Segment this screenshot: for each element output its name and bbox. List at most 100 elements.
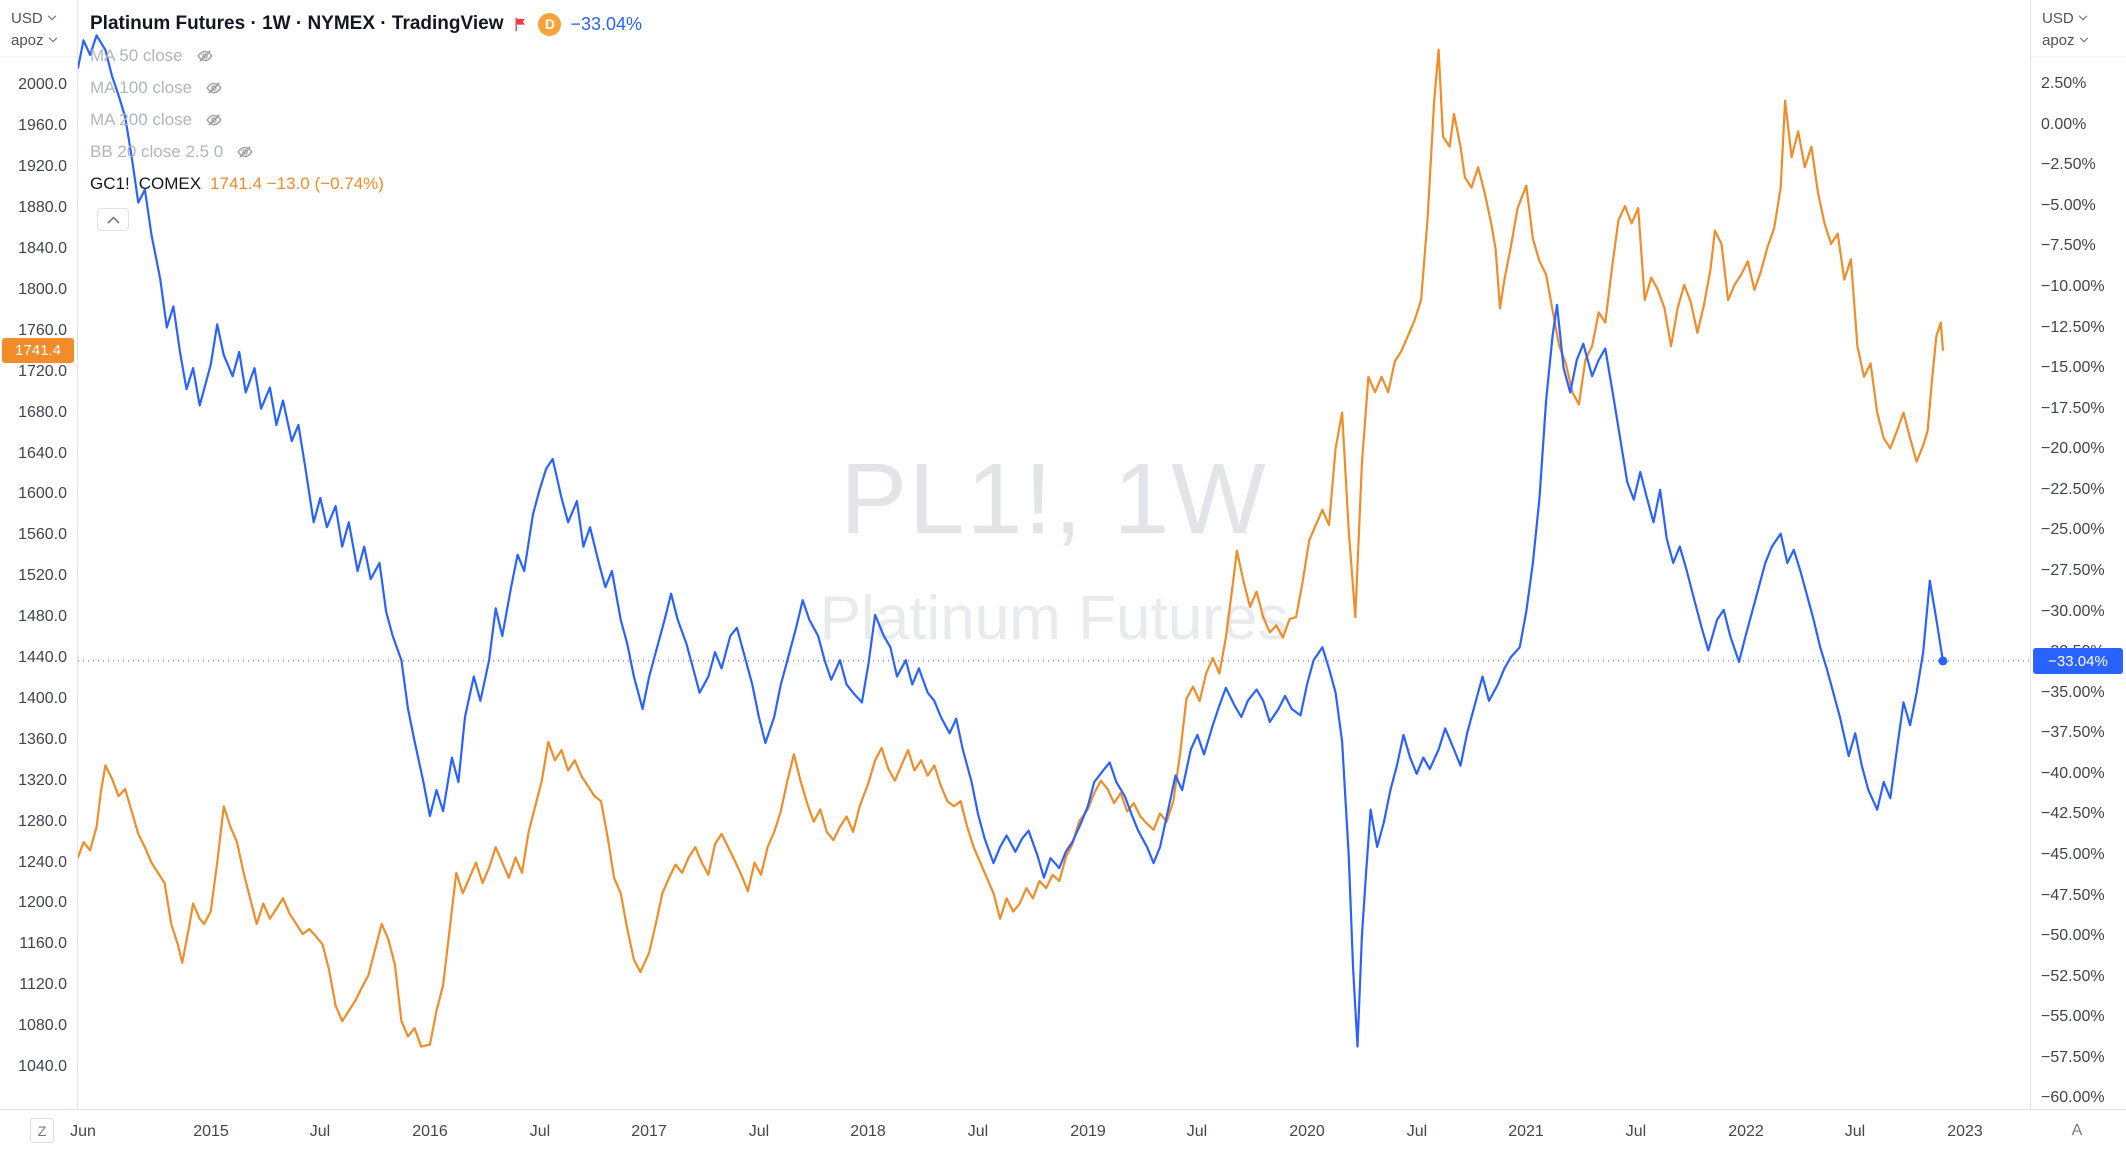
left-axis-currency-dropdown[interactable]: USD [11,7,77,29]
price-axis-tick: 1720.0 [18,363,67,380]
price-axis-tick: 1840.0 [18,240,67,257]
percent-axis-tick: −35.00% [2041,684,2105,701]
indicator-legend-row-ma200[interactable]: MA 200 close [90,104,642,136]
pane-legend: Platinum Futures · 1W · NYMEX · TradingV… [90,8,642,231]
percent-axis-tick: −5.00% [2041,197,2096,214]
time-axis-tick: 2015 [193,1123,229,1140]
price-axis-tick: 1560.0 [18,526,67,543]
time-axis-tick: 2023 [1947,1123,1983,1140]
eye-off-icon[interactable] [196,47,214,65]
indicator-legend-row-ma50[interactable]: MA 50 close [90,40,642,72]
price-axis-tick: 1880.0 [18,199,67,216]
main-series-legend-row[interactable]: Platinum Futures · 1W · NYMEX · TradingV… [90,8,642,40]
time-axis-tick: 2022 [1728,1123,1764,1140]
price-axis-tick: 1320.0 [18,772,67,789]
percent-axis-tick: −12.50% [2041,319,2105,336]
percent-axis-tick: −10.00% [2041,278,2105,295]
collapse-legend-button[interactable] [97,208,129,231]
price-axis-tick: 1240.0 [18,854,67,871]
gold-series-line[interactable] [78,48,1945,1048]
right-axis-unit-label: apoz [2042,31,2075,49]
right-axis-currency-dropdown[interactable]: USD [2042,7,2126,29]
time-axis-tick: Jul [967,1123,989,1140]
percent-axis-tick: −50.00% [2041,927,2105,944]
flag-icon[interactable] [512,16,529,33]
percent-axis-tick: −30.00% [2041,603,2105,620]
time-axis-tick: Jul [529,1123,551,1140]
time-axis-tick: Jul [1844,1123,1866,1140]
percent-axis-tick: −7.50% [2041,237,2096,254]
right-axis-unit-selector[interactable]: USD apoz [2031,0,2126,57]
time-axis-tick: 2021 [1508,1123,1544,1140]
price-axis-tick: 1200.0 [18,894,67,911]
compare-exchange: COMEX [138,174,202,193]
indicator-label: MA 50 close [90,46,183,65]
left-axis-unit-label: apoz [11,31,44,49]
percent-axis-tick: −22.50% [2041,481,2105,498]
chart-canvas[interactable] [78,0,2030,1109]
chevron-down-icon [2078,15,2087,21]
compare-symbol: GC1! [90,174,130,193]
percent-axis-tick: −57.50% [2041,1049,2105,1066]
percent-axis-tick: −42.50% [2041,805,2105,822]
eye-off-icon[interactable] [205,111,223,129]
indicator-label: MA 100 close [90,78,193,97]
price-axis-tick: 1280.0 [18,813,67,830]
platinum-last-change-tag: −33.04% [2033,648,2123,674]
percent-axis-tick: −37.50% [2041,724,2105,741]
time-axis[interactable]: Z Jun 2015 Jul 2016 Jul 2017 Jul 2018 Jul 2019 Jul… [0,1109,2126,1156]
left-axis-currency-label: USD [11,9,43,27]
symbol-title[interactable]: Platinum Futures · 1W · NYMEX · TradingV… [90,13,504,34]
timezone-button[interactable]: Z [30,1118,54,1143]
price-axis-tick: 1440.0 [18,649,67,666]
auto-scale-button[interactable]: A [2064,1119,2090,1143]
percent-axis-tick: −15.00% [2041,359,2105,376]
price-axis-tick: 1080.0 [18,1017,67,1034]
indicator-label: BB 20 close 2.5 0 [90,142,224,161]
percent-axis-tick: 2.50% [2041,75,2087,92]
percent-axis-tick: −60.00% [2041,1089,2105,1106]
left-price-axis[interactable]: USD apoz 2000.0 1960.0 1920.0 1880.0 1840.0 1… [0,0,78,1109]
percent-axis-tick: −2.50% [2041,156,2096,173]
platinum-series-line[interactable] [78,34,1945,1048]
chart-pane[interactable]: PL1!, 1W Platinum Futures Platinum Futur… [78,0,2030,1109]
left-axis-unit-dropdown[interactable]: apoz [11,29,77,51]
percent-change-value: −33.04% [570,13,643,34]
chevron-down-icon [48,37,57,43]
price-axis-tick: 1600.0 [18,485,67,502]
price-axis-tick: 1040.0 [18,1058,67,1075]
eye-off-icon[interactable] [205,79,223,97]
price-axis-tick: 1520.0 [18,567,67,584]
price-axis-tick: 1480.0 [18,608,67,625]
left-axis-unit-selector[interactable]: USD apoz [0,0,77,57]
price-axis-tick: 2000.0 [18,76,67,93]
price-axis-tick: 1920.0 [18,158,67,175]
time-axis-tick: 2019 [1070,1123,1106,1140]
price-axis-tick: 1760.0 [18,322,67,339]
indicator-label: MA 200 close [90,110,193,129]
right-percent-axis[interactable]: USD apoz 2.50% 0.00% −2.50% −5.00% −7.50% −10… [2030,0,2126,1109]
price-axis-tick: 1360.0 [18,731,67,748]
time-axis-tick: Jul [1625,1123,1647,1140]
time-axis-tick: Jul [748,1123,770,1140]
indicator-legend-row-bb[interactable]: BB 20 close 2.5 0 [90,136,642,168]
time-axis-tick: Jul [1186,1123,1208,1140]
time-axis-tick: 2020 [1289,1123,1325,1140]
delayed-data-badge[interactable]: D [538,12,562,36]
right-axis-unit-dropdown[interactable]: apoz [2042,29,2126,51]
time-axis-tick: 2016 [412,1123,448,1140]
time-axis-tick: 2018 [850,1123,886,1140]
compare-symbol-legend-row[interactable]: GC1! COMEX 1741.4 −13.0 (−0.74%) [90,168,642,200]
price-axis-tick: 1640.0 [18,445,67,462]
right-axis-currency-label: USD [2042,9,2074,27]
indicator-legend-row-ma100[interactable]: MA 100 close [90,72,642,104]
price-axis-tick: 1400.0 [18,690,67,707]
price-axis-tick: 1120.0 [19,976,67,993]
percent-axis-tick: −47.50% [2041,887,2105,904]
percent-axis-tick: −52.50% [2041,968,2105,985]
gold-last-price-tag: 1741.4 [2,338,74,363]
time-axis-tick: Jun [70,1123,96,1140]
platinum-last-point-dot [1938,656,1948,666]
eye-off-icon[interactable] [236,143,254,161]
